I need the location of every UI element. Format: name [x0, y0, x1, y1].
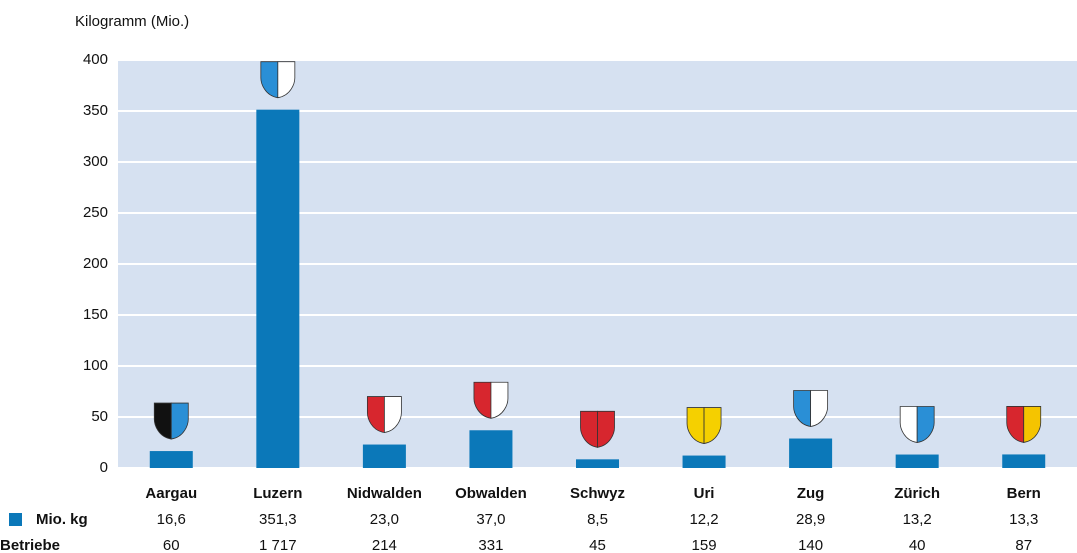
table-cell: 159	[692, 537, 717, 553]
y-tick-label: 400	[83, 51, 108, 68]
y-tick-label: 350	[83, 102, 108, 119]
bar	[469, 430, 513, 468]
x-tick-label: Aargau	[145, 485, 197, 502]
coat-of-arms	[597, 410, 615, 448]
bar	[576, 459, 619, 468]
table-cell: 331	[478, 537, 503, 553]
value-label: 8,5	[587, 511, 608, 528]
table-cell: 1 717	[259, 537, 297, 553]
coat-of-arms	[170, 402, 189, 440]
bar	[362, 444, 406, 468]
value-label: 28,9	[796, 511, 825, 528]
coat-of-arms	[1023, 406, 1042, 443]
value-label: 13,3	[1009, 511, 1038, 528]
table-cell: 60	[163, 537, 180, 553]
y-tick-label: 300	[83, 153, 108, 170]
value-label: 23,0	[370, 511, 399, 528]
y-tick-label: 0	[100, 459, 108, 476]
bar	[256, 109, 300, 468]
legend-swatch	[9, 513, 22, 526]
coat-of-arms	[703, 407, 722, 445]
bar	[682, 455, 726, 468]
x-tick-label: Zürich	[894, 485, 940, 502]
y-tick-label: 50	[91, 408, 108, 425]
y-tick-label: 250	[83, 204, 108, 221]
table-cell: 140	[798, 537, 823, 553]
legend-label: Mio. kg	[36, 511, 88, 528]
x-tick-label: Uri	[694, 485, 715, 502]
table-cell: 40	[909, 537, 926, 553]
value-label: 12,2	[689, 511, 718, 528]
y-axis-label: Kilogramm (Mio.)	[75, 13, 189, 30]
bar	[1002, 454, 1046, 468]
y-tick-label: 100	[83, 357, 108, 374]
x-tick-label: Zug	[797, 485, 825, 502]
coat-of-arms	[490, 381, 509, 419]
value-label: 16,6	[157, 511, 186, 528]
bar	[789, 438, 833, 468]
x-tick-label: Nidwalden	[347, 485, 422, 502]
value-label: 351,3	[259, 511, 297, 528]
x-tick-label: Obwalden	[455, 485, 527, 502]
y-tick-label: 150	[83, 306, 108, 323]
coat-of-arms	[916, 406, 935, 444]
table-cell: 214	[372, 537, 397, 553]
y-tick-label: 200	[83, 255, 108, 272]
bar	[149, 451, 193, 468]
value-label: 13,2	[903, 511, 932, 528]
table-cell: 87	[1015, 537, 1032, 553]
x-tick-label: Bern	[1007, 485, 1041, 502]
x-tick-label: Luzern	[253, 485, 302, 502]
coat-of-arms	[810, 390, 829, 427]
coat-of-arms	[383, 396, 402, 434]
row-label: Betriebe	[0, 537, 60, 553]
x-tick-label: Schwyz	[570, 485, 625, 502]
bar	[895, 454, 939, 468]
value-label: 37,0	[476, 511, 505, 528]
table-cell: 45	[589, 537, 606, 553]
coat-of-arms	[277, 61, 296, 99]
